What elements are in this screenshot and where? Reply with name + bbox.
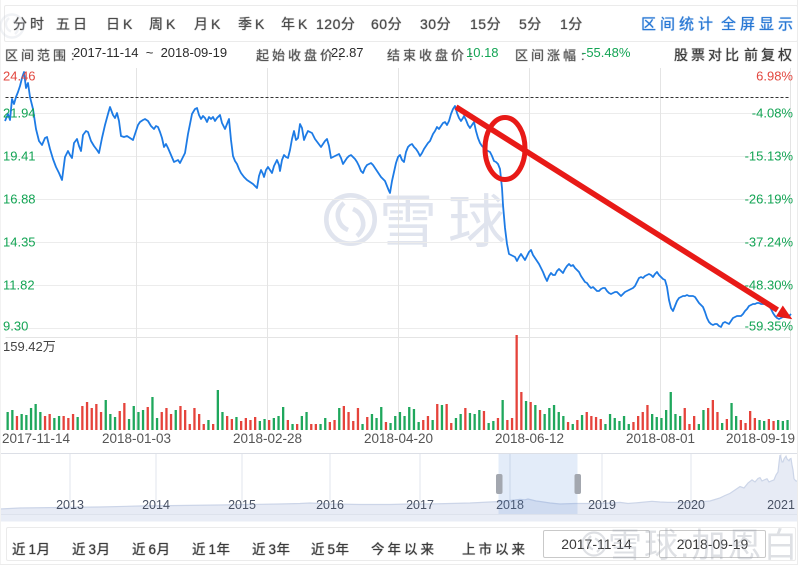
svg-text:16.88: 16.88 (3, 192, 36, 207)
svg-text:2017-11-14: 2017-11-14 (2, 431, 71, 446)
svg-text:2018-08-01: 2018-08-01 (626, 431, 695, 446)
svg-text:2016: 2016 (316, 498, 344, 512)
svg-text:-48.30%: -48.30% (745, 278, 794, 293)
svg-text:2019: 2019 (588, 498, 616, 512)
svg-text:24.46: 24.46 (3, 69, 36, 84)
svg-text:2017: 2017 (406, 498, 434, 512)
svg-text:雪球: 雪球 (379, 190, 517, 255)
svg-text:2021: 2021 (767, 498, 795, 512)
svg-text:2018-06-12: 2018-06-12 (495, 431, 564, 446)
svg-text:-26.19%: -26.19% (745, 192, 794, 207)
svg-text:21.94: 21.94 (3, 106, 36, 121)
svg-text:14.35: 14.35 (3, 235, 36, 250)
svg-text:159.42万: 159.42万 (3, 339, 56, 354)
svg-text:-37.24%: -37.24% (745, 235, 794, 250)
svg-text:2014: 2014 (142, 498, 170, 512)
svg-text:2018-04-20: 2018-04-20 (364, 431, 433, 446)
svg-text:19.41: 19.41 (3, 149, 36, 164)
svg-text:11.82: 11.82 (3, 278, 35, 293)
svg-text:2018-01-03: 2018-01-03 (102, 431, 171, 446)
svg-text:2015: 2015 (228, 498, 256, 512)
svg-text:2018: 2018 (496, 498, 524, 512)
svg-text:2018-02-28: 2018-02-28 (233, 431, 302, 446)
svg-text:雪球:加恩白季: 雪球:加恩白季 (608, 528, 800, 564)
svg-text:9.30: 9.30 (3, 319, 28, 334)
svg-text:-4.08%: -4.08% (752, 106, 794, 121)
svg-text:2020: 2020 (677, 498, 705, 512)
svg-text:-59.35%: -59.35% (745, 319, 794, 334)
svg-text:2013: 2013 (56, 498, 84, 512)
svg-text:-15.13%: -15.13% (745, 149, 794, 164)
svg-text:6.98%: 6.98% (756, 69, 793, 84)
svg-text:2018-09-19: 2018-09-19 (726, 431, 795, 446)
